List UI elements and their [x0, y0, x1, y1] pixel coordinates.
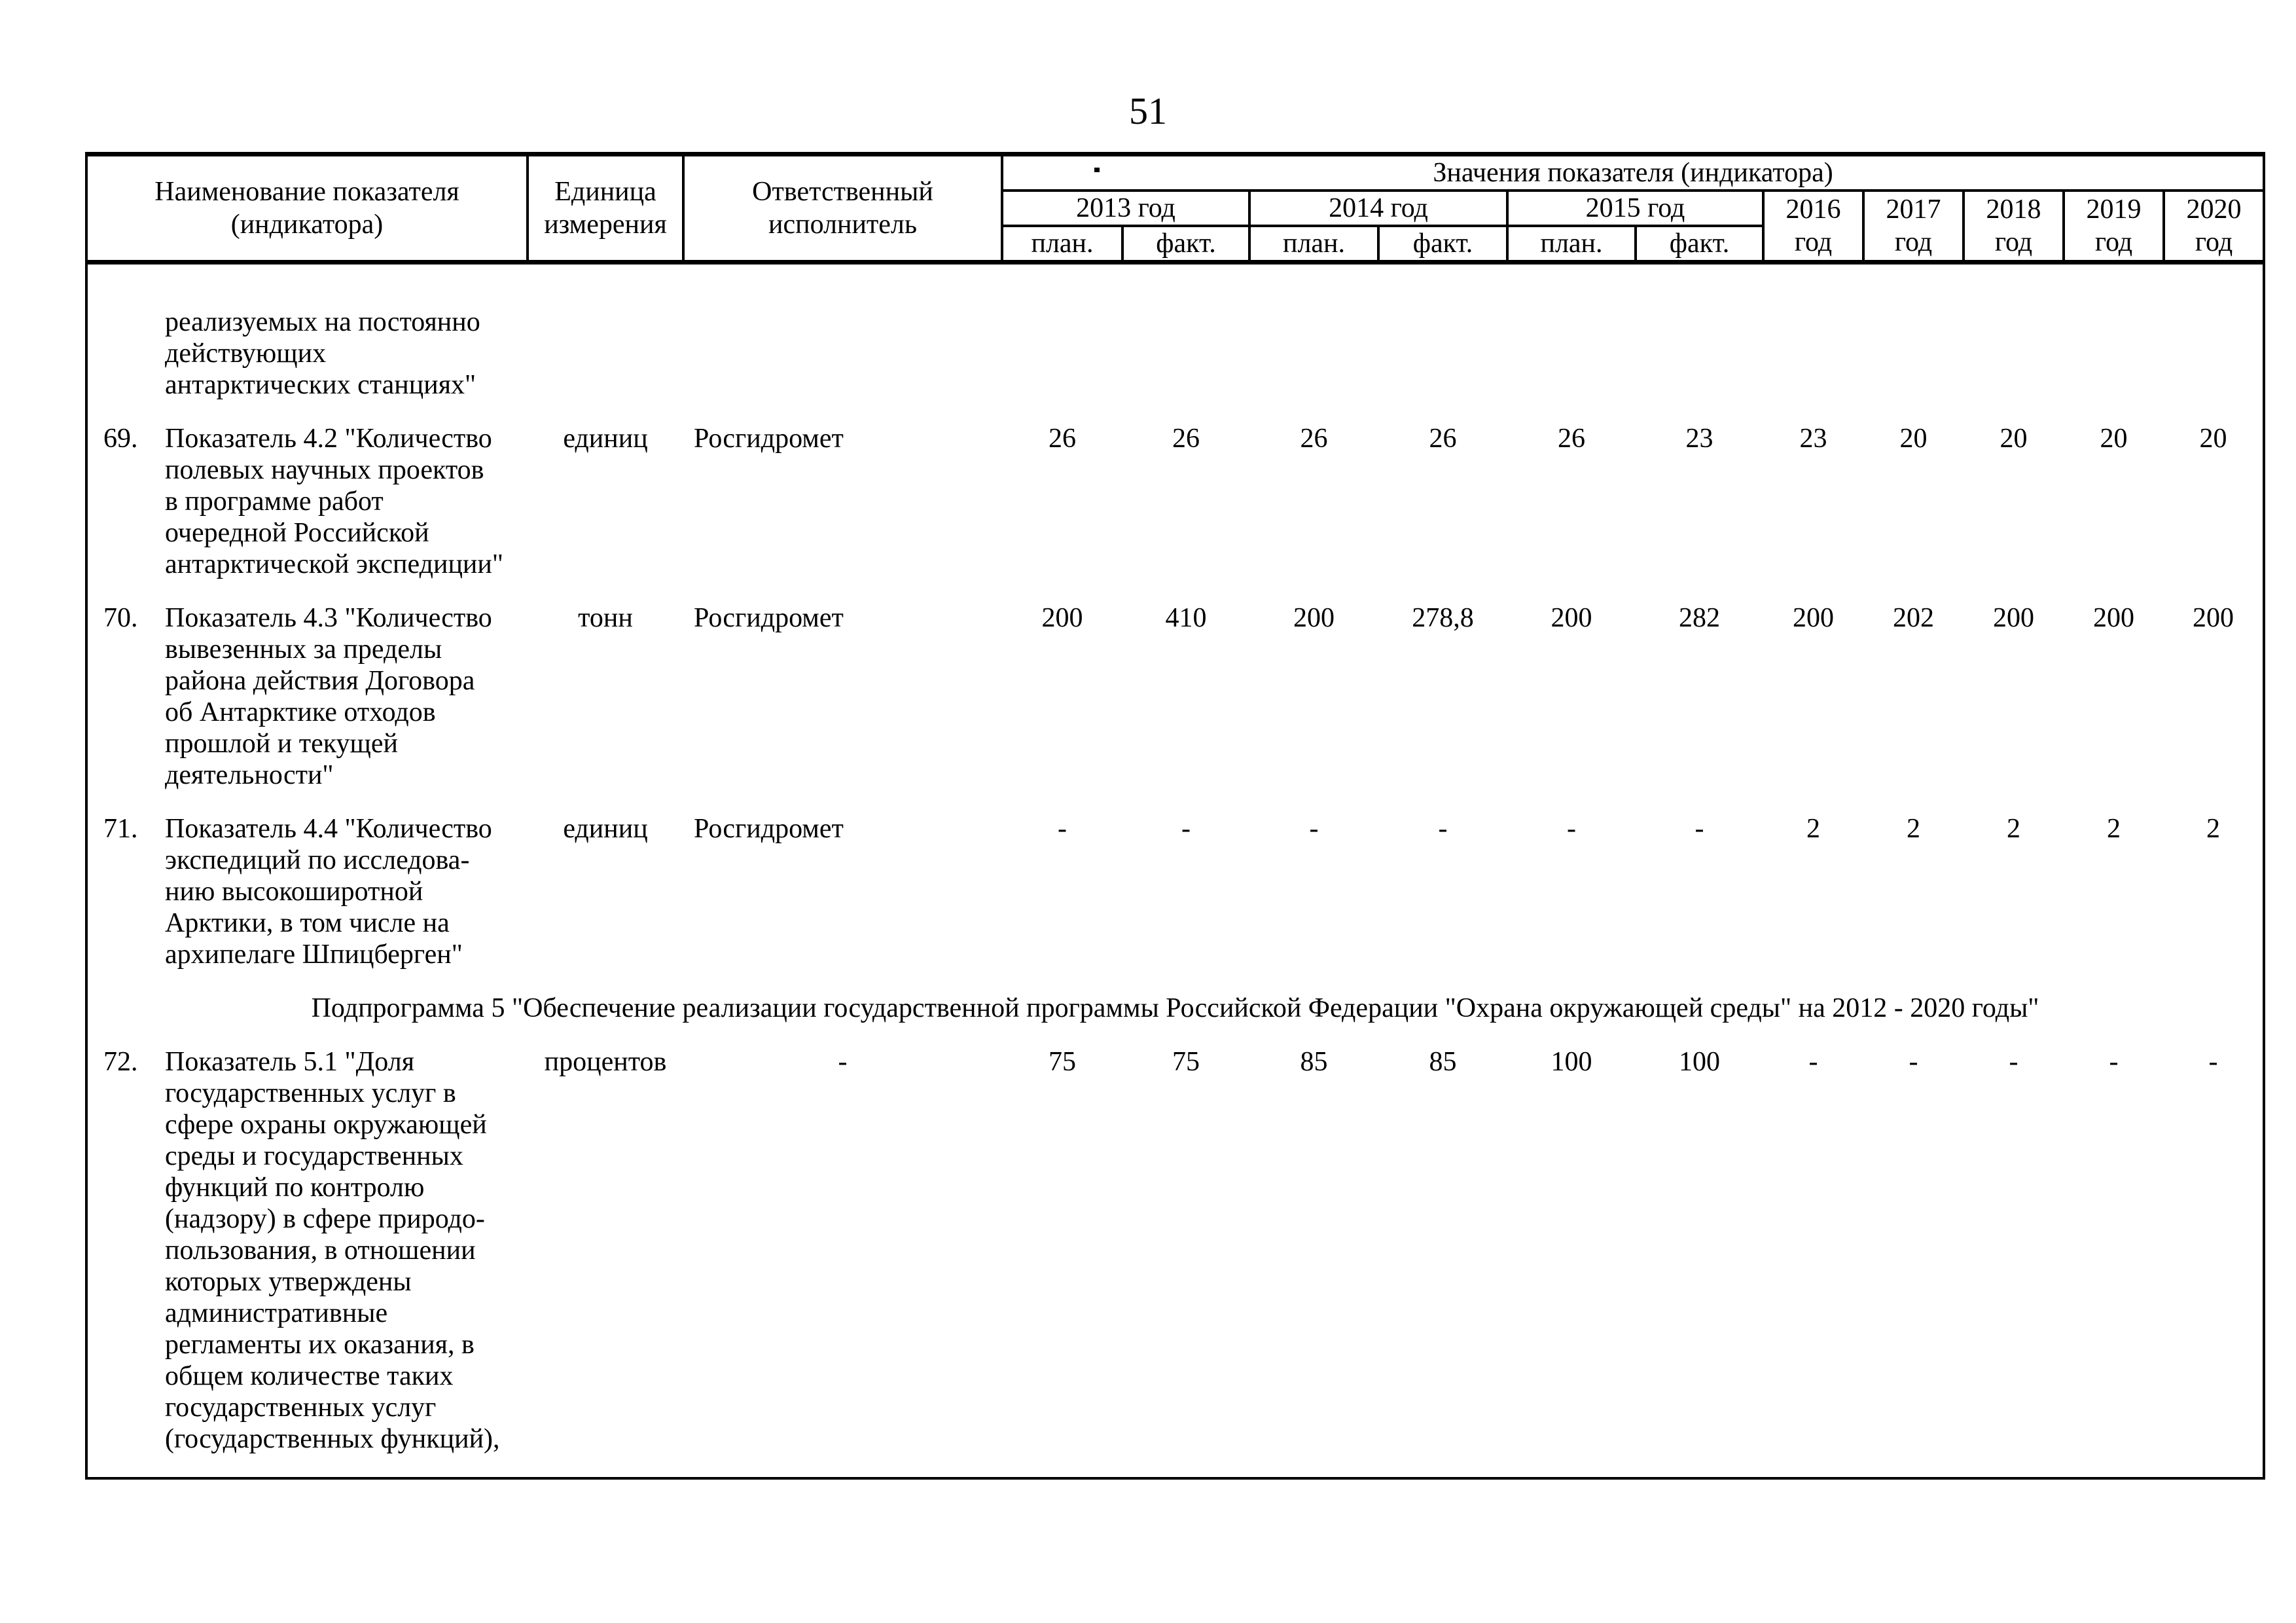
- table-row-70: 70. Показатель 4.3 "Количество вывезенны…: [86, 602, 2264, 813]
- indicator-name: Показатель 5.1 "Доля государственных усл…: [165, 1047, 500, 1454]
- value-cell: 200: [1041, 603, 1083, 633]
- value-cell: 20: [1899, 424, 1928, 454]
- value-cell: -: [1909, 1047, 1918, 1077]
- value-cell: 20: [2100, 424, 2128, 454]
- value-cell: 85: [1300, 1047, 1328, 1077]
- value-cell: 100: [1551, 1047, 1592, 1077]
- value-cell: 100: [1679, 1047, 1720, 1077]
- value-cell: 26: [1049, 424, 1076, 454]
- subprogram-heading: Подпрограмма 5 "Обеспечение реализации г…: [311, 993, 2039, 1023]
- header-year-2015: 2015 год: [1506, 189, 1765, 227]
- value-cell: 282: [1679, 603, 1720, 633]
- table-row-69: 69. Показатель 4.2 "Количество полевых н…: [86, 423, 2264, 602]
- value-cell: 200: [2093, 603, 2134, 633]
- executor-cell: Росгидромет: [694, 603, 844, 633]
- header-year-2014: 2014 год: [1248, 189, 1509, 227]
- value-cell: 200: [1293, 603, 1335, 633]
- value-cell: -: [1695, 814, 1704, 844]
- row-number: [86, 263, 165, 424]
- value-cell: -: [1438, 814, 1448, 844]
- value-cell: -: [1309, 814, 1319, 844]
- value-cell: 278,8: [1412, 603, 1474, 633]
- value-cell: 200: [1551, 603, 1592, 633]
- value-cell: 75: [1172, 1047, 1200, 1077]
- row-number: 70.: [103, 603, 138, 633]
- header-year-2017: 2017 год: [1862, 189, 1965, 264]
- value-cell: -: [1058, 814, 1067, 844]
- table-header: Наименование показателя (индикатора) Еди…: [85, 153, 2266, 264]
- value-cell: 200: [2193, 603, 2234, 633]
- row-number: 71.: [103, 814, 138, 844]
- unit-cell: процентов: [544, 1047, 667, 1077]
- table-row-71: 71. Показатель 4.4 "Количество экспедици…: [86, 813, 2264, 993]
- header-indicator-name: Наименование показателя (индикатора): [85, 153, 529, 264]
- value-cell: 20: [2000, 424, 2028, 454]
- header-plan-2013: план.: [1001, 225, 1124, 264]
- subprogram-section-row: Подпрограмма 5 "Обеспечение реализации г…: [86, 993, 2264, 1046]
- header-year-2018: 2018 год: [1962, 189, 2065, 264]
- value-cell: -: [2009, 1047, 2018, 1077]
- value-cell: -: [1567, 814, 1576, 844]
- header-year-2020: 2020 год: [2162, 189, 2266, 264]
- executor-cell: [683, 263, 1002, 424]
- value-cell: -: [1181, 814, 1191, 844]
- row-number: 69.: [103, 424, 138, 454]
- indicators-table: Наименование показателя (индикатора) Еди…: [85, 152, 2266, 1480]
- header-fact-2015: факт.: [1634, 225, 1765, 264]
- value-cell: 75: [1049, 1047, 1076, 1077]
- value-cell: 20: [2199, 424, 2227, 454]
- table-row-continuation: реализуемых на постоянно действующих ант…: [86, 263, 2264, 424]
- header-year-2013: 2013 год: [1001, 189, 1251, 227]
- value-cell: 2: [2007, 814, 2020, 844]
- value-cell: 26: [1429, 424, 1457, 454]
- value-cell: -: [1808, 1047, 1818, 1077]
- value-cell: 2: [1907, 814, 1920, 844]
- header-fact-2013: факт.: [1121, 225, 1251, 264]
- value-cell: -: [2109, 1047, 2119, 1077]
- value-cell: 410: [1165, 603, 1207, 633]
- header-executor: Ответственный исполнитель: [682, 153, 1003, 264]
- unit-cell: [528, 263, 683, 424]
- value-cell: 2: [1806, 814, 1820, 844]
- row-number: 72.: [103, 1047, 138, 1077]
- header-year-2016: 2016 год: [1762, 189, 1865, 264]
- unit-cell: единиц: [563, 814, 648, 844]
- value-cell: 26: [1172, 424, 1200, 454]
- executor-cell: Росгидромет: [694, 424, 844, 454]
- executor-cell: Росгидромет: [694, 814, 844, 844]
- indicator-name: Показатель 4.3 "Количество вывезенных за…: [165, 603, 492, 790]
- executor-cell: -: [838, 1047, 848, 1077]
- value-cell: 26: [1558, 424, 1585, 454]
- indicator-name: Показатель 4.2 "Количество полевых научн…: [165, 424, 504, 579]
- header-values-group: Значения показателя (индикатора): [1000, 153, 2266, 192]
- header-fact-2014: факт.: [1377, 225, 1509, 264]
- table-row-72: 72. Показатель 5.1 "Доля государственных…: [86, 1046, 2264, 1478]
- unit-cell: тонн: [578, 603, 633, 633]
- value-cell: 200: [1793, 603, 1834, 633]
- value-cell: 2: [2206, 814, 2221, 844]
- values-empty: [1002, 263, 2264, 424]
- value-cell: 2: [2107, 814, 2121, 844]
- value-cell: -: [2208, 1047, 2218, 1077]
- value-cell: 202: [1893, 603, 1934, 633]
- page-number: 51: [1129, 90, 1167, 132]
- header-plan-2014: план.: [1248, 225, 1380, 264]
- indicator-name: реализуемых на постоянно действующих ант…: [165, 307, 480, 400]
- indicator-name: Показатель 4.4 "Количество экспедиций по…: [165, 814, 492, 970]
- value-cell: 26: [1300, 424, 1328, 454]
- value-cell: 200: [1993, 603, 2034, 633]
- value-cell: 23: [1685, 424, 1713, 454]
- header-plan-2015: план.: [1506, 225, 1637, 264]
- value-cell: 23: [1799, 424, 1827, 454]
- header-year-2019: 2019 год: [2062, 189, 2165, 264]
- unit-cell: единиц: [563, 424, 648, 454]
- header-unit: Единица измерения: [526, 153, 685, 264]
- value-cell: 85: [1429, 1047, 1457, 1077]
